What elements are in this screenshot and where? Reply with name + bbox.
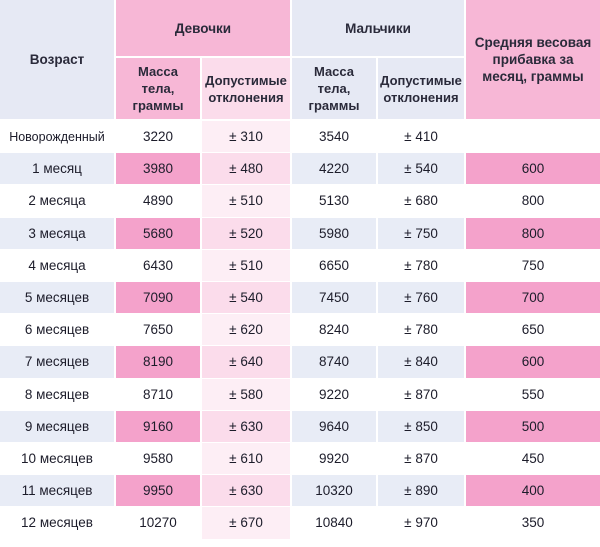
cell-gain: 750: [466, 249, 600, 281]
cell-boy-mass: 10840: [292, 507, 376, 539]
cell-age: 8 месяцев: [0, 378, 114, 410]
cell-age: 4 месяца: [0, 249, 114, 281]
cell-girl-dev: ± 670: [202, 507, 290, 539]
cell-girl-mass: 10270: [116, 507, 200, 539]
cell-age: Новорожденный: [0, 121, 114, 153]
cell-boy-mass: 9640: [292, 410, 376, 442]
cell-age: 3 месяца: [0, 217, 114, 249]
cell-boy-dev: ± 680: [378, 185, 464, 217]
cell-age: 5 месяцев: [0, 282, 114, 314]
cell-girl-mass: 5680: [116, 217, 200, 249]
cell-girl-mass: 4890: [116, 185, 200, 217]
cell-boy-dev: ± 540: [378, 153, 464, 185]
cell-boy-dev: ± 410: [378, 121, 464, 153]
cell-girl-dev: ± 540: [202, 282, 290, 314]
cell-gain: 650: [466, 314, 600, 346]
cell-boy-dev: ± 850: [378, 410, 464, 442]
cell-girl-dev: ± 630: [202, 410, 290, 442]
cell-boy-dev: ± 970: [378, 507, 464, 539]
cell-boy-dev: ± 890: [378, 475, 464, 507]
cell-girl-mass: 9950: [116, 475, 200, 507]
cell-boy-dev: ± 840: [378, 346, 464, 378]
header-boys-mass: Масса тела, граммы: [292, 58, 376, 119]
cell-age: 6 месяцев: [0, 314, 114, 346]
cell-boy-mass: 9920: [292, 443, 376, 475]
cell-boy-mass: 4220: [292, 153, 376, 185]
cell-girl-dev: ± 640: [202, 346, 290, 378]
header-boys: Мальчики: [292, 0, 464, 56]
cell-gain: 400: [466, 475, 600, 507]
cell-girl-dev: ± 520: [202, 217, 290, 249]
cell-age: 11 месяцев: [0, 475, 114, 507]
cell-boy-mass: 7450: [292, 282, 376, 314]
header-girls-mass: Масса тела, граммы: [116, 58, 200, 119]
header-girls-dev: Допустимые отклонения: [202, 58, 290, 119]
cell-girl-mass: 8190: [116, 346, 200, 378]
cell-boy-mass: 3540: [292, 121, 376, 153]
cell-gain: 450: [466, 443, 600, 475]
cell-age: 1 месяц: [0, 153, 114, 185]
cell-age: 2 месяца: [0, 185, 114, 217]
cell-boy-mass: 5130: [292, 185, 376, 217]
header-boys-dev: Допустимые отклонения: [378, 58, 464, 119]
cell-gain: 800: [466, 217, 600, 249]
header-age: Возраст: [0, 0, 114, 119]
cell-boy-mass: 5980: [292, 217, 376, 249]
cell-boy-dev: ± 760: [378, 282, 464, 314]
cell-girl-dev: ± 510: [202, 185, 290, 217]
cell-age: 7 месяцев: [0, 346, 114, 378]
header-gain: Средняя весовая прибавка за месяц, грамм…: [466, 0, 600, 119]
cell-gain: 550: [466, 378, 600, 410]
cell-boy-dev: ± 780: [378, 314, 464, 346]
cell-girl-dev: ± 630: [202, 475, 290, 507]
cell-boy-mass: 10320: [292, 475, 376, 507]
cell-girl-dev: ± 480: [202, 153, 290, 185]
cell-age: 9 месяцев: [0, 410, 114, 442]
cell-boy-dev: ± 750: [378, 217, 464, 249]
cell-boy-mass: 8740: [292, 346, 376, 378]
cell-girl-dev: ± 620: [202, 314, 290, 346]
cell-gain: 350: [466, 507, 600, 539]
cell-gain: 600: [466, 153, 600, 185]
cell-girl-dev: ± 580: [202, 378, 290, 410]
cell-boy-dev: ± 870: [378, 378, 464, 410]
cell-gain: 500: [466, 410, 600, 442]
cell-girl-mass: 9580: [116, 443, 200, 475]
cell-boy-mass: 9220: [292, 378, 376, 410]
cell-girl-mass: 8710: [116, 378, 200, 410]
cell-boy-mass: 6650: [292, 249, 376, 281]
cell-boy-mass: 8240: [292, 314, 376, 346]
cell-girl-mass: 6430: [116, 249, 200, 281]
cell-boy-dev: ± 780: [378, 249, 464, 281]
cell-age: 12 месяцев: [0, 507, 114, 539]
cell-girl-dev: ± 310: [202, 121, 290, 153]
cell-girl-mass: 3980: [116, 153, 200, 185]
cell-girl-mass: 7650: [116, 314, 200, 346]
cell-gain: 600: [466, 346, 600, 378]
cell-girl-mass: 7090: [116, 282, 200, 314]
cell-girl-mass: 3220: [116, 121, 200, 153]
cell-gain: 700: [466, 282, 600, 314]
cell-girl-dev: ± 510: [202, 249, 290, 281]
cell-girl-dev: ± 610: [202, 443, 290, 475]
header-girls: Девочки: [116, 0, 290, 56]
cell-girl-mass: 9160: [116, 410, 200, 442]
cell-boy-dev: ± 870: [378, 443, 464, 475]
cell-gain: [466, 121, 600, 153]
cell-age: 10 месяцев: [0, 443, 114, 475]
cell-gain: 800: [466, 185, 600, 217]
